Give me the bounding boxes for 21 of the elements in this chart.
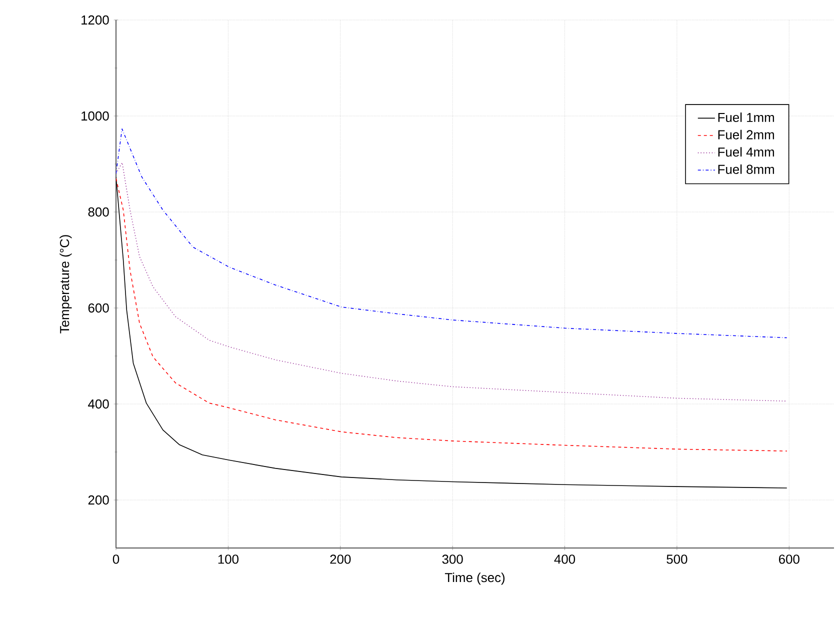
x-tick-label: 100 <box>218 554 238 564</box>
y-axis-title: Temperature (°C) <box>60 235 72 334</box>
legend-label: Fuel 1mm <box>718 112 774 122</box>
y-tick-label: 800 <box>88 207 109 217</box>
line-series <box>116 128 788 338</box>
x-tick-label: 200 <box>330 554 351 564</box>
x-tick-label: 600 <box>778 554 800 564</box>
x-tick-label: 300 <box>442 554 463 564</box>
y-tick-label: 1200 <box>82 15 109 25</box>
y-tick-label: 200 <box>88 495 109 505</box>
x-tick-label: 400 <box>554 554 576 564</box>
y-tick-label: 400 <box>88 399 109 409</box>
line-series <box>116 162 788 402</box>
x-axis-title: Time (sec) <box>444 572 505 585</box>
legend-label: Fuel 2mm <box>718 130 774 140</box>
legend-label: Fuel 8mm <box>718 164 774 174</box>
legend-label: Fuel 4mm <box>718 147 774 157</box>
y-tick-label: 1000 <box>82 111 109 121</box>
x-tick-label: 500 <box>666 554 688 564</box>
y-tick-label: 600 <box>88 303 109 313</box>
x-tick-label: 0 <box>112 554 120 564</box>
